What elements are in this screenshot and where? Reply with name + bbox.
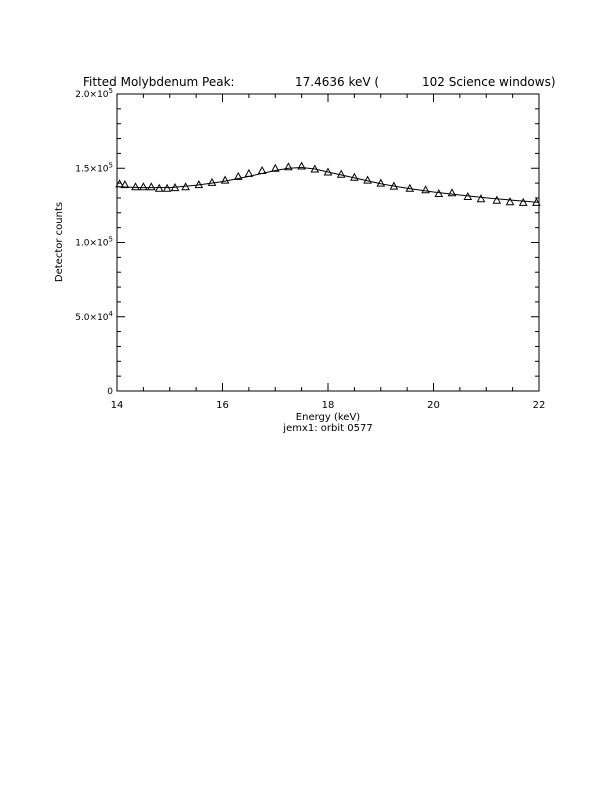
data-point <box>376 178 386 187</box>
data-point <box>207 177 217 186</box>
data-point <box>297 161 306 170</box>
data-point <box>505 197 515 206</box>
chart-subtitle: jemx1: orbit 0577 <box>282 423 372 434</box>
data-point <box>146 182 156 191</box>
data-point <box>363 175 372 184</box>
data-point <box>389 181 399 190</box>
data-point <box>131 182 140 191</box>
data-point <box>120 180 130 189</box>
y-axis-tick-labels: 0 5.0×104 1.0×105 1.5×105 2.0×105 <box>75 87 113 397</box>
y-tick-label: 1.0×105 <box>75 236 113 249</box>
data-point <box>323 167 333 176</box>
data-point <box>518 197 528 206</box>
data-point <box>115 179 124 188</box>
data-point <box>162 183 172 192</box>
data-point <box>532 197 541 206</box>
data-point <box>233 171 243 180</box>
data-point <box>181 182 190 191</box>
data-point <box>310 164 320 173</box>
chart-title-left: Fitted Molybdenum Peak: <box>83 75 235 89</box>
data-point <box>194 180 204 189</box>
data-point <box>139 182 148 191</box>
data-point <box>492 195 502 204</box>
data-point <box>421 185 430 194</box>
y-axis-label: Detector counts <box>54 202 65 282</box>
x-axis-tick-labels: 14 16 18 20 22 <box>111 400 546 411</box>
data-point <box>350 172 359 181</box>
plot-frame <box>116 93 540 392</box>
data-point <box>476 194 486 203</box>
y-tick-label: 2.0×105 <box>75 87 113 100</box>
x-tick-label: 18 <box>322 400 335 411</box>
data-point <box>170 183 180 192</box>
data-point <box>336 169 346 178</box>
x-axis-label: Energy (keV) <box>296 412 361 423</box>
data-point <box>154 183 164 192</box>
y-tick-label: 5.0×104 <box>75 310 113 323</box>
fit-curve <box>116 166 540 203</box>
chart-title-energy: 17.4636 keV ( <box>295 75 379 89</box>
data-point <box>244 168 254 177</box>
data-point <box>284 162 293 171</box>
x-tick-label: 20 <box>427 400 440 411</box>
x-tick-label: 14 <box>111 400 124 411</box>
chart-title-windows: 102 Science windows) <box>422 75 556 89</box>
y-tick-label: 1.5×105 <box>75 161 113 174</box>
data-point <box>270 163 280 172</box>
data-points <box>115 161 541 206</box>
data-point <box>463 191 473 200</box>
data-point <box>220 175 230 184</box>
data-point <box>257 165 267 174</box>
x-tick-label: 16 <box>216 400 229 411</box>
y-tick-label: 0 <box>107 387 113 397</box>
x-axis-ticks <box>116 94 540 391</box>
data-point <box>447 188 457 197</box>
data-point <box>405 183 415 192</box>
x-tick-label: 22 <box>533 400 546 411</box>
y-axis-ticks <box>117 93 539 392</box>
data-point <box>434 188 444 197</box>
